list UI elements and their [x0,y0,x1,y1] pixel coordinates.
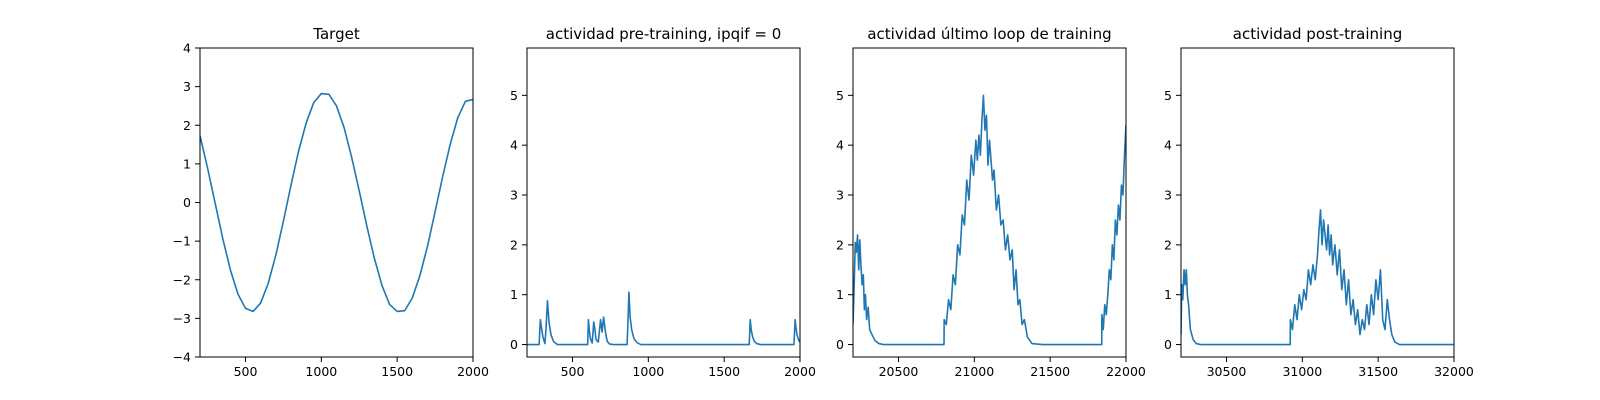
x-tick-label: 500 [561,364,585,379]
series-line [853,94,1126,346]
plot-frame [852,47,1127,358]
x-tick-label: 1500 [381,364,413,379]
x-tick-label: 500 [234,364,258,379]
y-tick-label: 5 [1164,88,1172,103]
y-tick-label: −4 [173,350,191,365]
x-tick-label: 1500 [708,364,740,379]
x-tick-label: 22000 [1106,364,1146,379]
y-tick-label: 1 [1164,287,1172,302]
y-tick-label: −2 [173,272,191,287]
x-tick-label: 30500 [1207,364,1247,379]
y-tick-label: 2 [183,118,191,133]
y-tick-label: 5 [836,88,844,103]
y-tick-label: 2 [510,237,518,252]
x-tick-label: 20500 [879,364,919,379]
y-tick-label: 2 [836,237,844,252]
x-tick-label: 2000 [784,364,816,379]
y-tick-label: 0 [510,337,518,352]
y-tick-label: 1 [510,287,518,302]
y-tick-label: 2 [1164,237,1172,252]
y-tick-label: 3 [510,188,518,203]
x-tick-label: 1000 [632,364,664,379]
x-tick-label: 21000 [954,364,994,379]
series-line [200,92,473,313]
chart-title: actividad último loop de training [867,25,1111,43]
y-tick-label: 3 [836,188,844,203]
x-tick-label: 1000 [305,364,337,379]
x-tick-label: 31000 [1282,364,1322,379]
chart-title: actividad pre-training, ipqif = 0 [546,25,782,43]
chart-panel-1: 500 1000 1500 2000 −4 −3 −2 −1 0 1 2 3 4 Target [173,25,489,379]
y-tick-label: 0 [183,195,191,210]
y-tick-label: 4 [836,138,844,153]
chart-panel-2: 500 1000 1500 2000 0 1 2 3 4 5 actividad pre-train… [510,25,816,379]
y-tick-label: 4 [1164,138,1172,153]
x-tick-label: 32000 [1434,364,1474,379]
chart-panel-3: 20500 21000 21500 22000 0 1 2 3 4 5 actividad últi… [836,25,1146,379]
y-tick-label: 3 [1164,188,1172,203]
y-tick-label: 0 [1164,337,1172,352]
y-tick-label: −3 [173,311,191,326]
y-tick-label: 4 [510,138,518,153]
y-tick-label: 3 [183,79,191,94]
y-tick-label: 0 [836,337,844,352]
x-tick-label: 21500 [1030,364,1070,379]
chart-title: actividad post-training [1233,25,1402,43]
plot-frame [1180,47,1455,358]
x-tick-label: 31500 [1358,364,1398,379]
y-tick-label: 4 [183,41,191,56]
plot-frame [526,47,801,358]
y-tick-label: 1 [183,156,191,171]
y-tick-label: −1 [173,234,191,249]
x-tick-label: 2000 [457,364,489,379]
series-line [1181,209,1454,346]
y-tick-label: 1 [836,287,844,302]
chart-panel-4: 30500 31000 31500 32000 0 1 2 3 4 5 actividad post… [1164,25,1474,379]
series-line [527,291,800,346]
y-tick-label: 5 [510,88,518,103]
chart-title: Target [312,25,360,43]
